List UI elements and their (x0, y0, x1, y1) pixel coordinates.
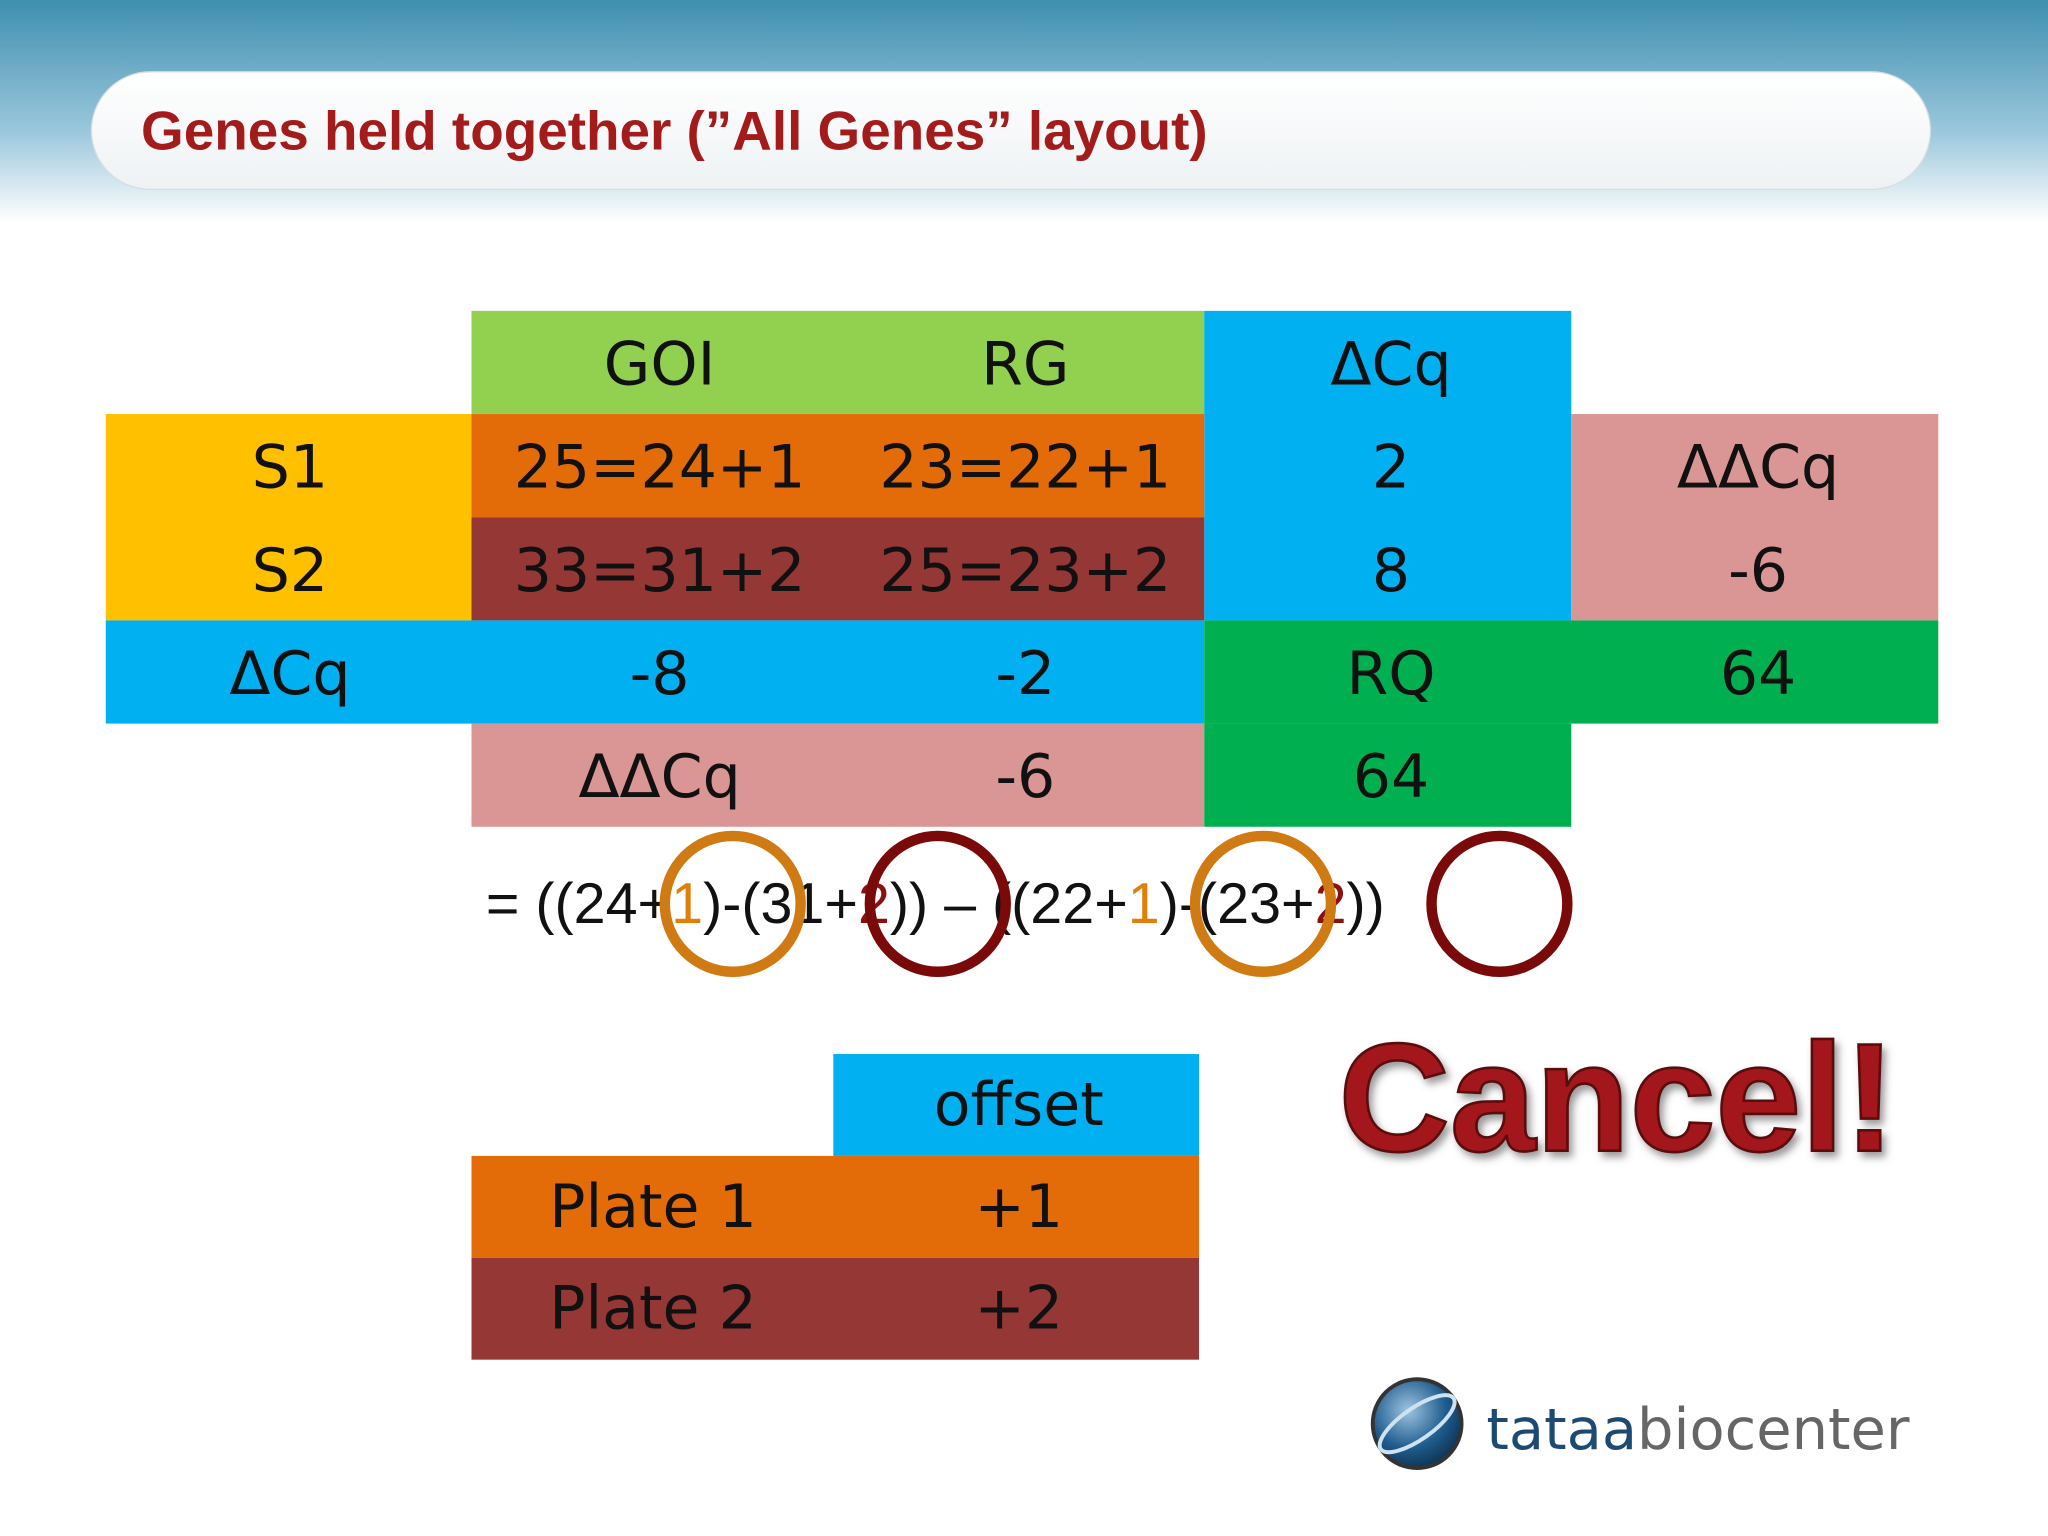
cell: Plate 1 (549, 1172, 757, 1242)
logo-part: biocenter (1637, 1395, 1910, 1462)
cell: 64 (1353, 742, 1429, 812)
cell: ΔΔCq (1677, 433, 1839, 503)
cell: 64 (1720, 639, 1796, 709)
cell-bg (471, 1257, 1200, 1360)
cell: +2 (974, 1274, 1063, 1344)
callout: Cancel! (1339, 1011, 1896, 1184)
cell-bg (105, 620, 1205, 724)
cell-bg (471, 517, 1205, 621)
formula-part: 1 (1128, 872, 1160, 936)
title: Genes held together (”All Genes” layout) (141, 100, 1208, 162)
highlight-circle (1426, 830, 1573, 977)
main-table: GOI RG ΔCq S1 25=24+1 23=22+1 2 ΔΔCq S2 … (105, 310, 1939, 827)
formula-part: = ((24+ (486, 872, 671, 936)
formula-part: )-(23+ (1160, 872, 1315, 936)
cell: 2 (1372, 433, 1410, 503)
cell: -6 (1728, 536, 1788, 606)
formula-part: 1 (671, 872, 703, 936)
cell: -2 (995, 639, 1055, 709)
cell: S2 (252, 536, 328, 606)
cell-bg (471, 723, 1205, 827)
cell: S1 (252, 433, 328, 503)
cell-bg (1204, 620, 1939, 724)
cell: 25=24+1 (514, 433, 806, 503)
logo-part: tataa (1486, 1395, 1637, 1462)
cell-bg (1571, 414, 1939, 621)
cell: GOI (604, 329, 716, 399)
formula-part: )-(31+ (703, 872, 858, 936)
cell: 8 (1372, 536, 1410, 606)
highlight-circle (1189, 830, 1337, 977)
formula-part: )) (1347, 872, 1385, 936)
cell-bg (1204, 310, 1572, 621)
cell-bg (471, 1155, 1200, 1258)
cell-bg (471, 414, 1205, 518)
cell-bg (833, 1054, 1200, 1156)
cell-bg (471, 310, 1205, 415)
cell: -8 (630, 639, 690, 709)
logo-icon (1370, 1377, 1464, 1471)
cell: RQ (1346, 639, 1435, 709)
logo-text: tataabiocenter (1486, 1395, 1909, 1462)
cell: ΔCq (1330, 329, 1451, 399)
highlight-circle (864, 830, 1011, 977)
offset-table: offset Plate 1 +1 Plate 2 +2 (471, 1054, 1200, 1360)
cell-bg (105, 414, 472, 621)
cell: RG (981, 329, 1069, 399)
formula: = ((24+1)-(31+2)) – ((22+1)-(23+2)) (486, 872, 1385, 936)
title-banner (90, 71, 1932, 191)
cell: +1 (974, 1172, 1063, 1242)
cell: ΔΔCq (578, 742, 740, 812)
logo-icon-ring (1377, 1393, 1457, 1455)
cell: 25=23+2 (879, 536, 1171, 606)
cell-bg (1204, 723, 1572, 827)
cell: ΔCq (229, 639, 350, 709)
highlight-circle (659, 830, 806, 977)
cell: offset (934, 1070, 1104, 1140)
cell: -6 (995, 742, 1055, 812)
cell: 33=31+2 (514, 536, 806, 606)
cell: Plate 2 (549, 1274, 757, 1344)
cell: 23=22+1 (879, 433, 1171, 503)
